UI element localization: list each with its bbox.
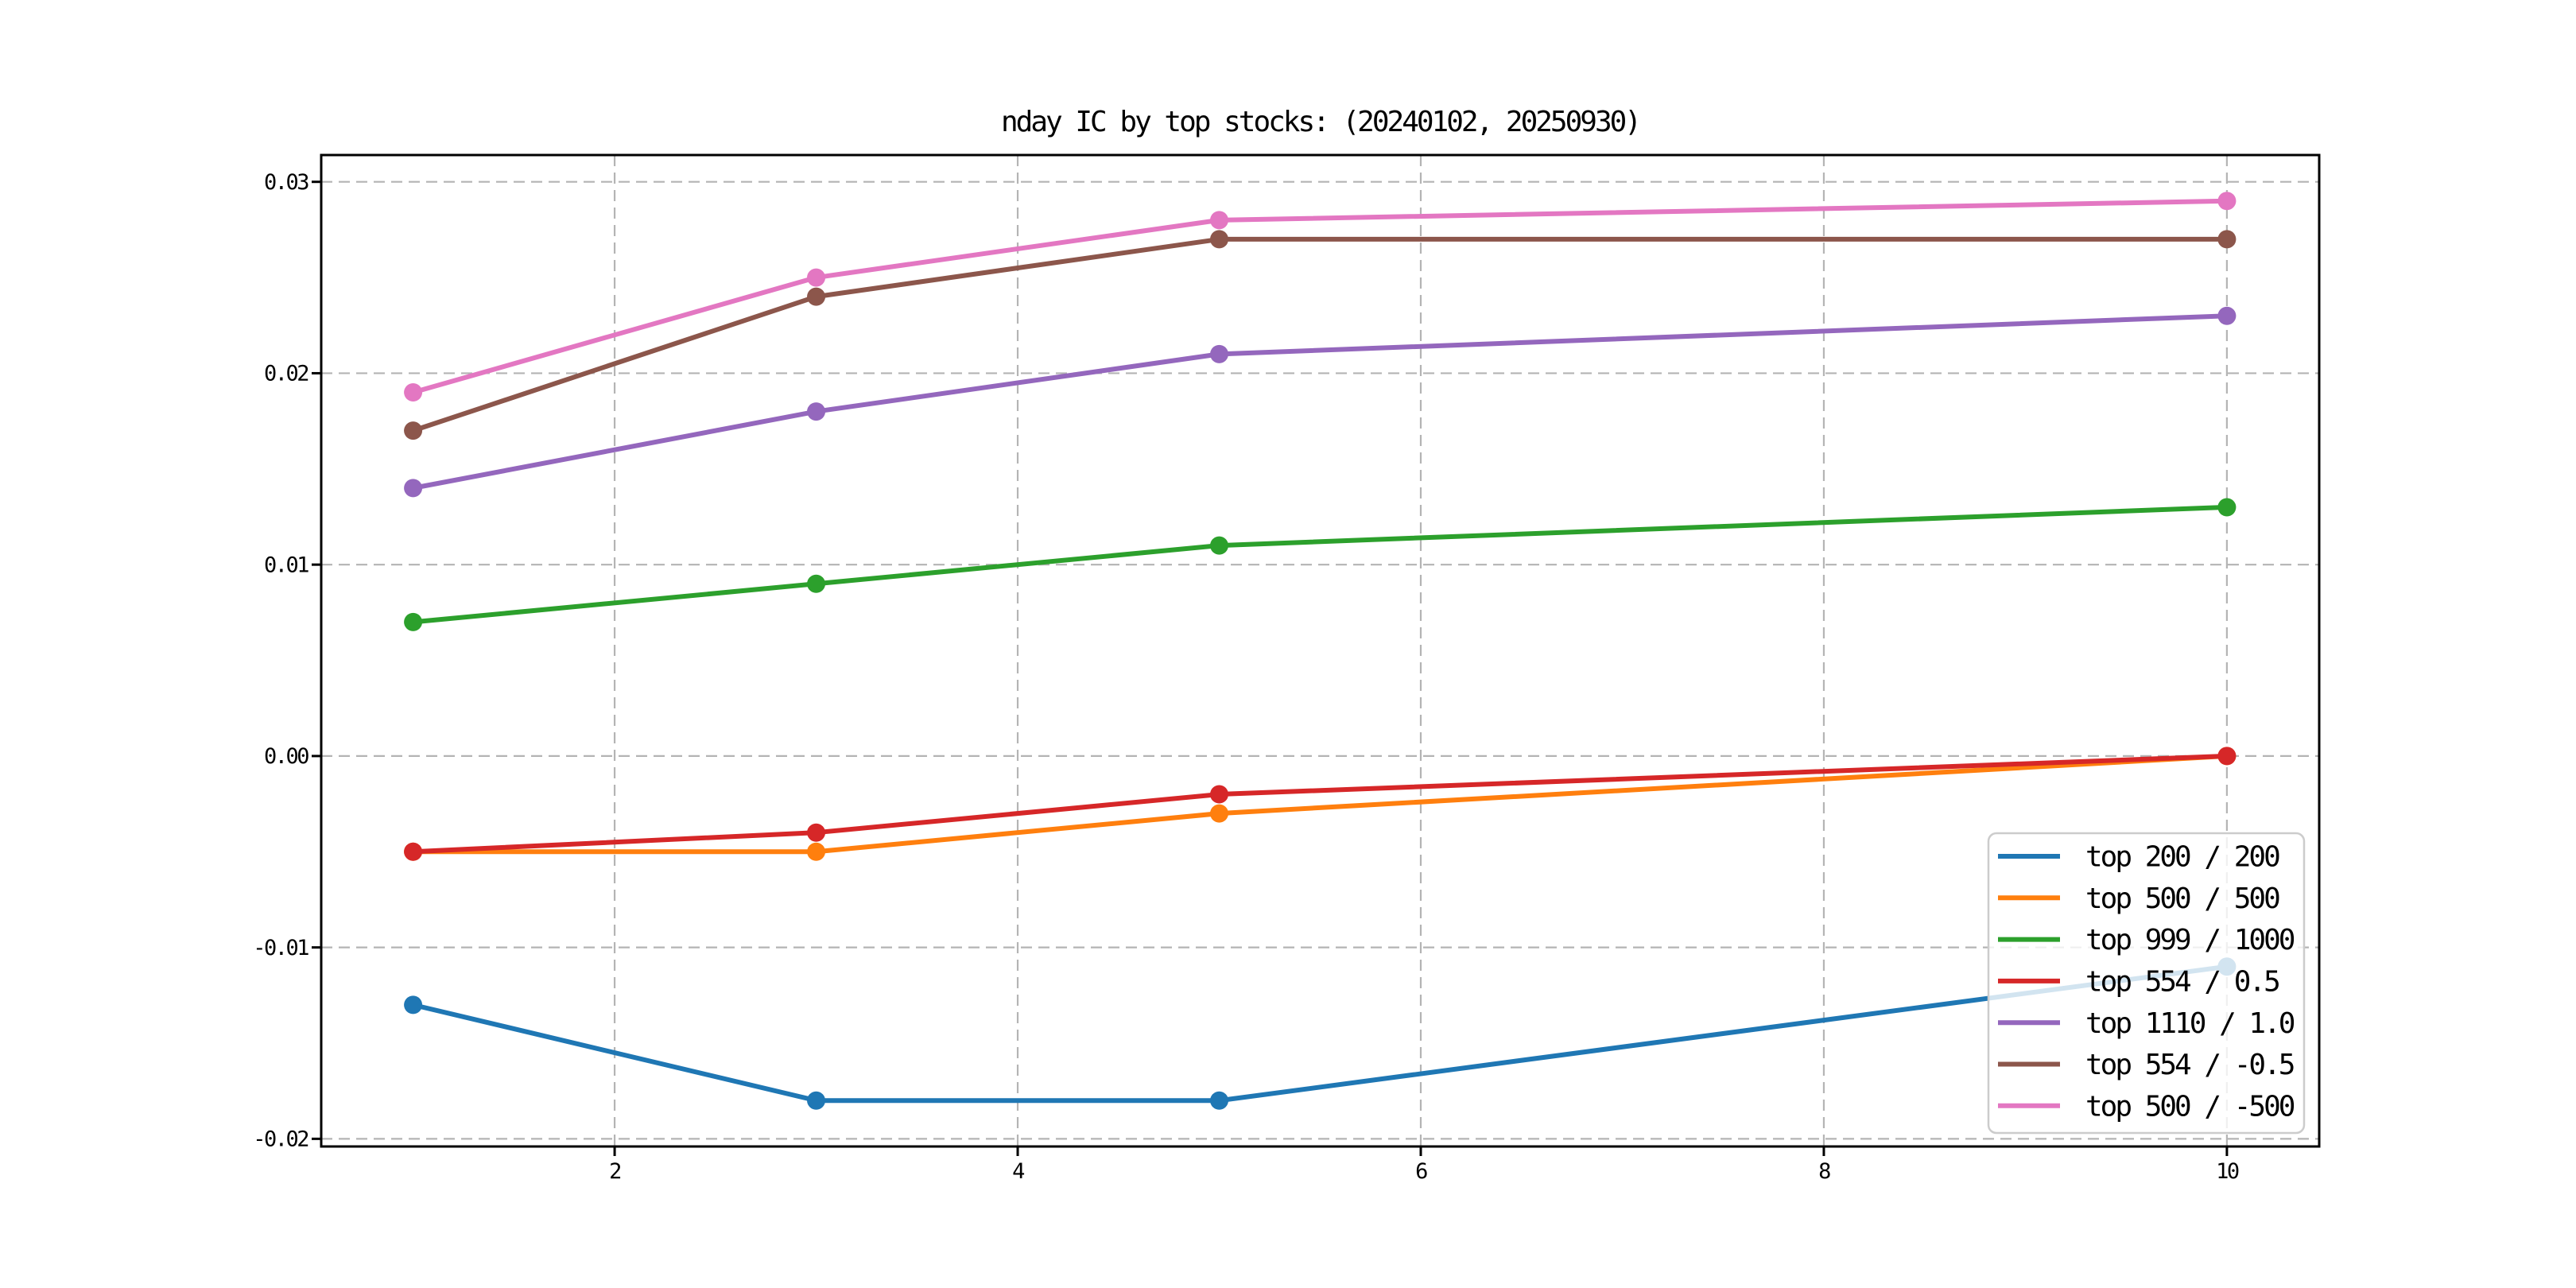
series-marker-4 [404,479,423,498]
series-marker-4 [807,402,826,421]
series-marker-1 [807,842,826,861]
series-marker-1 [1210,804,1229,823]
series-marker-5 [404,421,423,440]
series-marker-3 [404,842,423,861]
legend-entry-label: top 554 / 0.5 [2085,966,2279,999]
x-tick-label: 10 [2216,1159,2239,1184]
y-tick-label: 0.00 [264,744,308,769]
series-marker-3 [807,823,826,842]
series-marker-6 [2217,192,2237,211]
series-line-6 [410,198,2229,395]
y-tick-label: 0.03 [264,170,308,195]
chart-title: nday IC by top stocks: (20240102, 202509… [1001,106,1642,138]
series-marker-0 [1210,1091,1229,1110]
series-line-0 [410,964,2229,1104]
y-tick-label: 0.01 [264,553,308,577]
y-tick-label: -0.02 [253,1127,308,1152]
series-marker-4 [1210,344,1229,363]
series-marker-5 [1210,230,1229,249]
legend-entry-label: top 200 / 200 [2085,841,2279,874]
series-line-5 [410,236,2229,433]
y-tick-label: 0.02 [264,362,308,386]
series-marker-2 [1210,536,1229,555]
series-marker-6 [1210,211,1229,230]
legend-entry-label: top 999 / 1000 [2085,924,2295,956]
series-marker-5 [2217,230,2237,249]
legend-entry-label: top 500 / -500 [2085,1090,2295,1123]
series-marker-0 [404,995,423,1014]
legend-entry-label: top 554 / -0.5 [2085,1049,2294,1081]
series-marker-3 [1210,785,1229,804]
x-tick-label: 2 [609,1159,620,1184]
series-marker-4 [2217,306,2237,325]
series-marker-6 [807,268,826,287]
x-tick-label: 8 [1818,1159,1830,1184]
legend-entry-label: top 1110 / 1.0 [2085,1007,2295,1040]
axes-spines [320,153,2321,1148]
series-marker-0 [807,1091,826,1110]
series-marker-5 [807,287,826,306]
series-line-2 [410,504,2229,625]
legend-box [1987,832,2306,1135]
series-line-3 [410,753,2229,855]
legend-entry-label: top 500 / 500 [2085,883,2279,915]
series-marker-3 [2217,747,2237,766]
series-line-4 [410,313,2229,491]
series-line-1 [410,753,2229,855]
x-tick-label: 6 [1415,1159,1427,1184]
x-tick-label: 4 [1012,1159,1024,1184]
series-marker-2 [807,574,826,593]
series-marker-2 [2217,498,2237,517]
y-tick-label: -0.01 [253,936,308,960]
series-marker-2 [404,612,423,631]
series-marker-6 [404,383,423,402]
